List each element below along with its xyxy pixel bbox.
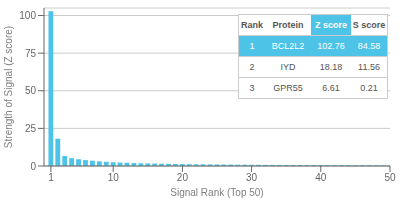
html-text:18.18: 18.18 <box>319 62 343 72</box>
html-text:IYD: IYD <box>280 62 296 72</box>
html-text:Rank: Rank <box>241 20 263 30</box>
svg-text:0: 0 <box>30 161 36 172</box>
html-text:GPR55: GPR55 <box>273 83 303 93</box>
html-text:11.56: 11.56 <box>358 62 380 72</box>
svg-text:20: 20 <box>177 172 189 183</box>
html-text:S score: S score <box>352 20 386 30</box>
html-text:BCL2L2: BCL2L2 <box>271 41 305 51</box>
svg-text:40: 40 <box>315 172 327 183</box>
svg-text:1: 1 <box>48 172 54 183</box>
html-text:6.61: 6.61 <box>322 83 340 93</box>
html-text:1: 1 <box>249 41 255 51</box>
html-text:3: 3 <box>249 83 255 93</box>
html-text:102.76: 102.76 <box>317 41 345 51</box>
svg-text:50: 50 <box>384 172 392 183</box>
svg-text:100: 100 <box>19 10 36 21</box>
html-text:84.58: 84.58 <box>357 41 381 51</box>
svg-text:10: 10 <box>108 172 120 183</box>
svg-text:Strength of Signal (Z score): Strength of Signal (Z score) <box>8 26 14 148</box>
svg-text:30: 30 <box>246 172 258 183</box>
html-text:Protein: Protein <box>272 20 304 30</box>
svg-text:75: 75 <box>25 48 37 59</box>
html-text:0.21: 0.21 <box>360 83 378 93</box>
html-text:Z score: Z score <box>315 20 347 30</box>
svg-text:50: 50 <box>25 85 37 96</box>
svg-text:25: 25 <box>25 123 37 134</box>
svg-text:Signal Rank (Top 50): Signal Rank (Top 50) <box>170 187 263 198</box>
html-text:2: 2 <box>249 62 255 72</box>
